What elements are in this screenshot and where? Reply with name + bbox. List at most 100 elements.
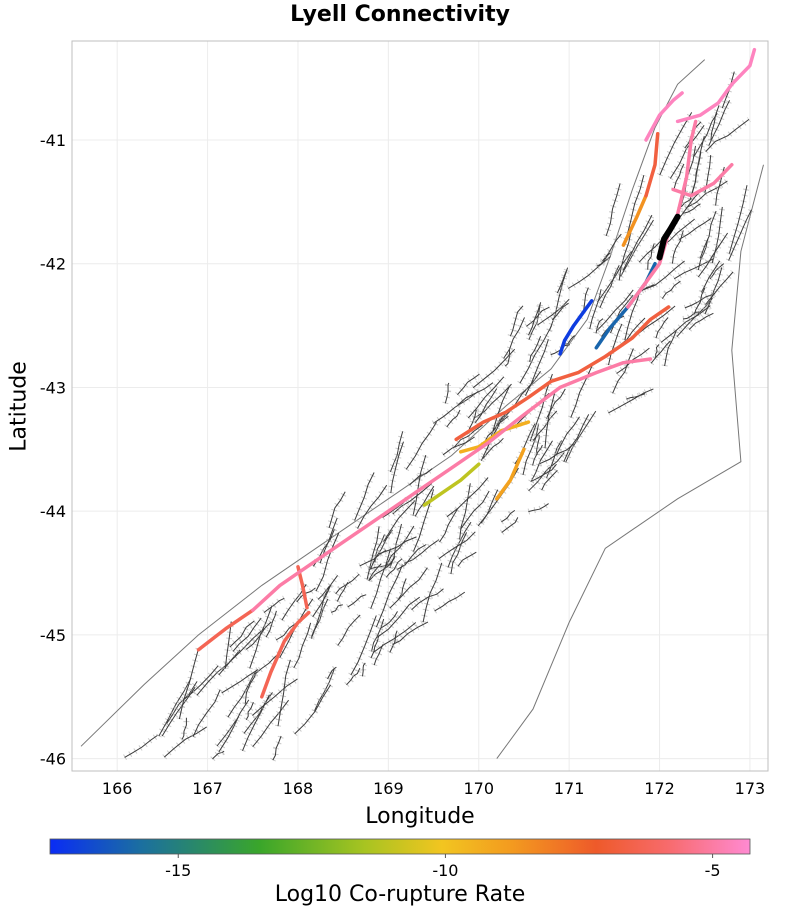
background-fault bbox=[124, 734, 158, 758]
background-fault bbox=[664, 330, 677, 367]
colorbar-tick-label: -10 bbox=[432, 861, 458, 880]
background-fault bbox=[597, 251, 633, 303]
background-fault bbox=[473, 383, 512, 419]
rupture-segment bbox=[621, 193, 648, 247]
background-fault bbox=[293, 622, 312, 669]
background-fault bbox=[532, 444, 543, 466]
background-fault bbox=[453, 424, 483, 448]
background-fault bbox=[389, 567, 428, 609]
background-fault bbox=[522, 423, 540, 476]
background-fault bbox=[227, 671, 256, 718]
background-fault bbox=[457, 373, 480, 396]
background-fault bbox=[311, 585, 331, 637]
background-fault bbox=[373, 644, 384, 666]
background-fault bbox=[673, 258, 714, 280]
background-fault bbox=[224, 621, 232, 669]
background-fault bbox=[161, 686, 196, 737]
background-fault bbox=[637, 305, 676, 335]
background-fault bbox=[442, 436, 475, 456]
background-fault bbox=[699, 210, 717, 259]
rupture-segment bbox=[251, 357, 653, 612]
background-fault bbox=[529, 336, 542, 362]
background-fault bbox=[446, 409, 461, 428]
background-fault bbox=[541, 469, 558, 491]
fault-surface bbox=[292, 683, 334, 737]
x-tick-label: 166 bbox=[102, 779, 133, 798]
background-fault bbox=[383, 500, 416, 542]
x-tick-label: 170 bbox=[463, 779, 494, 798]
background-fault bbox=[694, 287, 706, 315]
background-fault bbox=[539, 443, 575, 465]
fault-surface bbox=[326, 490, 348, 529]
colorbar-label: Log10 Co-rupture Rate bbox=[274, 882, 526, 907]
background-fault bbox=[605, 183, 621, 237]
background-fault bbox=[245, 702, 254, 720]
background-fault bbox=[163, 726, 207, 758]
background-fault bbox=[444, 382, 450, 404]
background-fault bbox=[528, 302, 542, 336]
background-fault bbox=[728, 185, 748, 255]
background-fault bbox=[544, 389, 557, 449]
plot-frame bbox=[71, 40, 769, 772]
background-fault bbox=[369, 529, 393, 570]
background-fault bbox=[457, 551, 477, 567]
background-fault bbox=[378, 536, 417, 555]
background-fault bbox=[626, 393, 646, 400]
fault-surface bbox=[391, 619, 430, 648]
x-tick-label: 173 bbox=[735, 779, 766, 798]
background-fault bbox=[682, 203, 701, 214]
background-fault bbox=[181, 717, 187, 740]
background-fault bbox=[555, 416, 580, 455]
y-tick-label: -41 bbox=[40, 131, 66, 150]
background-fault bbox=[327, 666, 337, 680]
background-fault bbox=[422, 562, 443, 623]
background-fault bbox=[158, 677, 192, 737]
fault-surface bbox=[471, 347, 517, 391]
background-fault bbox=[229, 620, 255, 648]
background-fault bbox=[389, 630, 398, 653]
background-fault bbox=[216, 716, 240, 747]
background-fault bbox=[439, 508, 459, 543]
background-fault bbox=[397, 578, 407, 600]
rupture-segment bbox=[558, 299, 594, 356]
background-fault bbox=[370, 548, 391, 609]
background-fault bbox=[368, 563, 382, 582]
x-tick-label: 171 bbox=[554, 779, 585, 798]
y-tick-label: -45 bbox=[40, 626, 66, 645]
background-fault bbox=[682, 311, 700, 320]
background-fault bbox=[380, 611, 398, 629]
background-fault bbox=[244, 669, 257, 704]
background-fault bbox=[509, 305, 524, 337]
background-fault bbox=[272, 735, 282, 761]
background-fault bbox=[551, 302, 569, 321]
background-fault bbox=[563, 414, 590, 462]
background-fault bbox=[616, 347, 650, 374]
background-fault bbox=[412, 454, 427, 516]
coastline bbox=[80, 59, 706, 747]
background-fault bbox=[357, 484, 388, 529]
x-tick-label: 172 bbox=[644, 779, 675, 798]
background-fault bbox=[396, 544, 427, 571]
colorbar-tick-label: -15 bbox=[165, 861, 191, 880]
background-fault bbox=[374, 622, 417, 653]
background-fault bbox=[528, 304, 541, 340]
y-tick-label: -46 bbox=[40, 750, 66, 769]
x-tick-label: 167 bbox=[192, 779, 223, 798]
background-fault bbox=[414, 485, 435, 517]
background-fault bbox=[313, 669, 335, 712]
rupture-segment bbox=[422, 462, 481, 507]
x-tick-label: 169 bbox=[373, 779, 404, 798]
background-fault bbox=[622, 214, 653, 271]
background-fault bbox=[643, 260, 685, 290]
background-fault bbox=[165, 681, 198, 725]
background-fault bbox=[221, 669, 259, 694]
background-fault bbox=[700, 260, 721, 293]
background-fault bbox=[704, 267, 723, 315]
background-fault bbox=[691, 152, 702, 194]
background-fault bbox=[503, 317, 525, 359]
background-fault bbox=[693, 113, 718, 157]
background-fault bbox=[405, 421, 437, 470]
rupture-segment bbox=[675, 47, 757, 124]
colorbar bbox=[49, 838, 751, 855]
x-axis-ticks: 166 167 168 169 170 171 172 173 bbox=[102, 779, 765, 798]
